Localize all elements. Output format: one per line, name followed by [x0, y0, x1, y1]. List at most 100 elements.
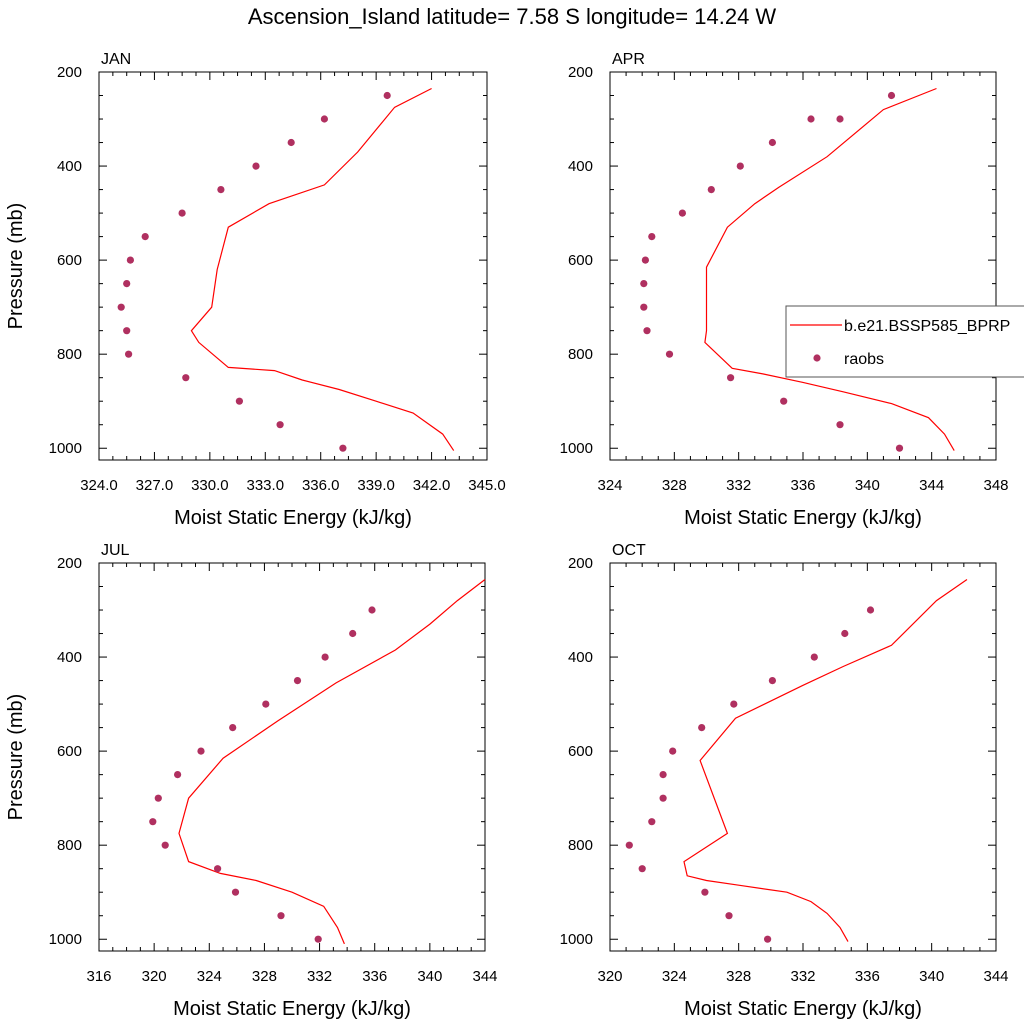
raobs-point: [229, 724, 237, 732]
x-tick-label: 324.0: [80, 477, 118, 494]
y-tick-label: 400: [568, 158, 593, 175]
y-tick-label: 800: [57, 346, 82, 363]
model-profile-line: [178, 579, 486, 945]
plot-frame: [609, 71, 997, 461]
y-tick-label: 200: [57, 64, 82, 81]
raobs-point: [768, 138, 777, 147]
x-tick-label: 320: [597, 968, 622, 985]
raobs-point: [836, 115, 844, 123]
raobs-point: [174, 771, 182, 779]
x-tick-label: 336: [362, 968, 387, 985]
raobs-point: [866, 606, 875, 614]
raobs-point: [669, 747, 677, 755]
x-tick-label: 340: [855, 477, 880, 494]
raobs-point: [727, 374, 735, 382]
panel-title: OCT: [612, 542, 646, 559]
raobs-point: [321, 653, 329, 661]
x-axis-label: Moist Static Energy (kJ/kg): [174, 507, 412, 529]
y-tick-label: 600: [568, 743, 593, 760]
y-tick-label: 600: [568, 252, 593, 269]
raobs-point: [640, 303, 648, 311]
raobs-point: [125, 350, 133, 358]
x-tick-label: 328: [662, 477, 687, 494]
y-tick-label: 200: [568, 64, 593, 81]
panel-jan: 324.0 327.0 330.0 333.0 336.0 339.0 342.0 345.0…: [5, 51, 506, 529]
raobs-point: [698, 724, 706, 732]
raobs-point: [730, 700, 738, 708]
raobs-point: [123, 280, 131, 288]
raobs-point: [339, 444, 347, 452]
raobs-point: [648, 233, 656, 241]
x-axis-label: Moist Static Energy (kJ/kg): [684, 507, 922, 529]
y-tick-label: 800: [57, 837, 82, 854]
x-tick-label: 324: [662, 968, 687, 985]
model-profile-line: [190, 87, 455, 451]
x-tick-label: 324: [597, 477, 622, 494]
raobs-point: [149, 818, 157, 826]
raobs-point: [123, 327, 131, 335]
raobs-point: [780, 397, 788, 405]
x-tick-label: 327.0: [136, 477, 174, 494]
raobs-point: [277, 912, 285, 920]
panel-apr: 324 328 332 336 340 344 348 200 400 600 800 1000 APR…: [560, 51, 1009, 529]
raobs-point: [648, 818, 656, 826]
legend-raobs-marker: [813, 354, 821, 362]
x-tick-label: 324: [197, 968, 222, 985]
raobs-point: [640, 280, 648, 288]
y-axis-label: Pressure (mb): [5, 694, 27, 821]
raobs-point: [725, 912, 733, 920]
raobs-point: [383, 91, 391, 100]
x-tick-label: 332: [790, 968, 815, 985]
x-axis-label: Moist Static Energy (kJ/kg): [684, 998, 922, 1020]
legend-model-label: b.e21.BSSP585_BPRP: [844, 318, 1010, 335]
raobs-point: [841, 629, 849, 638]
x-tick-label: 336: [855, 968, 880, 985]
raobs-point: [117, 303, 125, 311]
x-tick-label: 345.0: [468, 477, 506, 494]
raobs-point: [217, 186, 225, 194]
raobs-point: [231, 888, 240, 896]
y-tick-label: 600: [57, 252, 82, 269]
raobs-point: [665, 350, 674, 358]
raobs-point: [276, 421, 284, 429]
raobs-point: [887, 91, 896, 100]
raobs-point: [320, 115, 328, 123]
y-tick-label: 400: [568, 649, 593, 666]
x-tick-label: 344: [472, 968, 497, 985]
panel-title: APR: [612, 51, 645, 68]
raobs-point: [252, 162, 260, 170]
raobs-point: [368, 606, 376, 614]
raobs-point: [625, 841, 633, 849]
raobs-point: [287, 138, 295, 147]
raobs-point: [638, 865, 646, 873]
panel-title: JUL: [101, 542, 130, 559]
raobs-point: [701, 888, 709, 896]
y-tick-label: 400: [57, 158, 82, 175]
x-tick-label: 339.0: [357, 477, 395, 494]
raobs-point: [262, 700, 270, 708]
raobs-point: [810, 653, 818, 661]
model-profile-line: [683, 579, 968, 942]
x-tick-label: 328: [252, 968, 277, 985]
raobs-point: [141, 233, 149, 241]
raobs-point: [293, 677, 302, 685]
y-tick-label: 400: [57, 649, 82, 666]
x-tick-label: 320: [142, 968, 167, 985]
panel-oct: 320 324 328 332 336 340 344 200 400 600 800 1000 OCT…: [560, 542, 1009, 1020]
x-tick-label: 333.0: [247, 477, 285, 494]
raobs-point: [197, 747, 205, 755]
x-tick-label: 344: [983, 968, 1008, 985]
raobs-point: [643, 327, 651, 335]
y-tick-label: 200: [568, 555, 593, 572]
y-tick-label: 1000: [560, 931, 593, 948]
raobs-point: [214, 865, 222, 873]
raobs-point: [659, 794, 667, 802]
raobs-point: [182, 374, 190, 382]
panel-title: JAN: [101, 51, 131, 68]
raobs-point: [807, 115, 815, 123]
raobs-point: [895, 444, 904, 452]
x-tick-label: 344: [919, 477, 944, 494]
x-tick-label: 340: [417, 968, 442, 985]
raobs-point: [836, 421, 844, 429]
